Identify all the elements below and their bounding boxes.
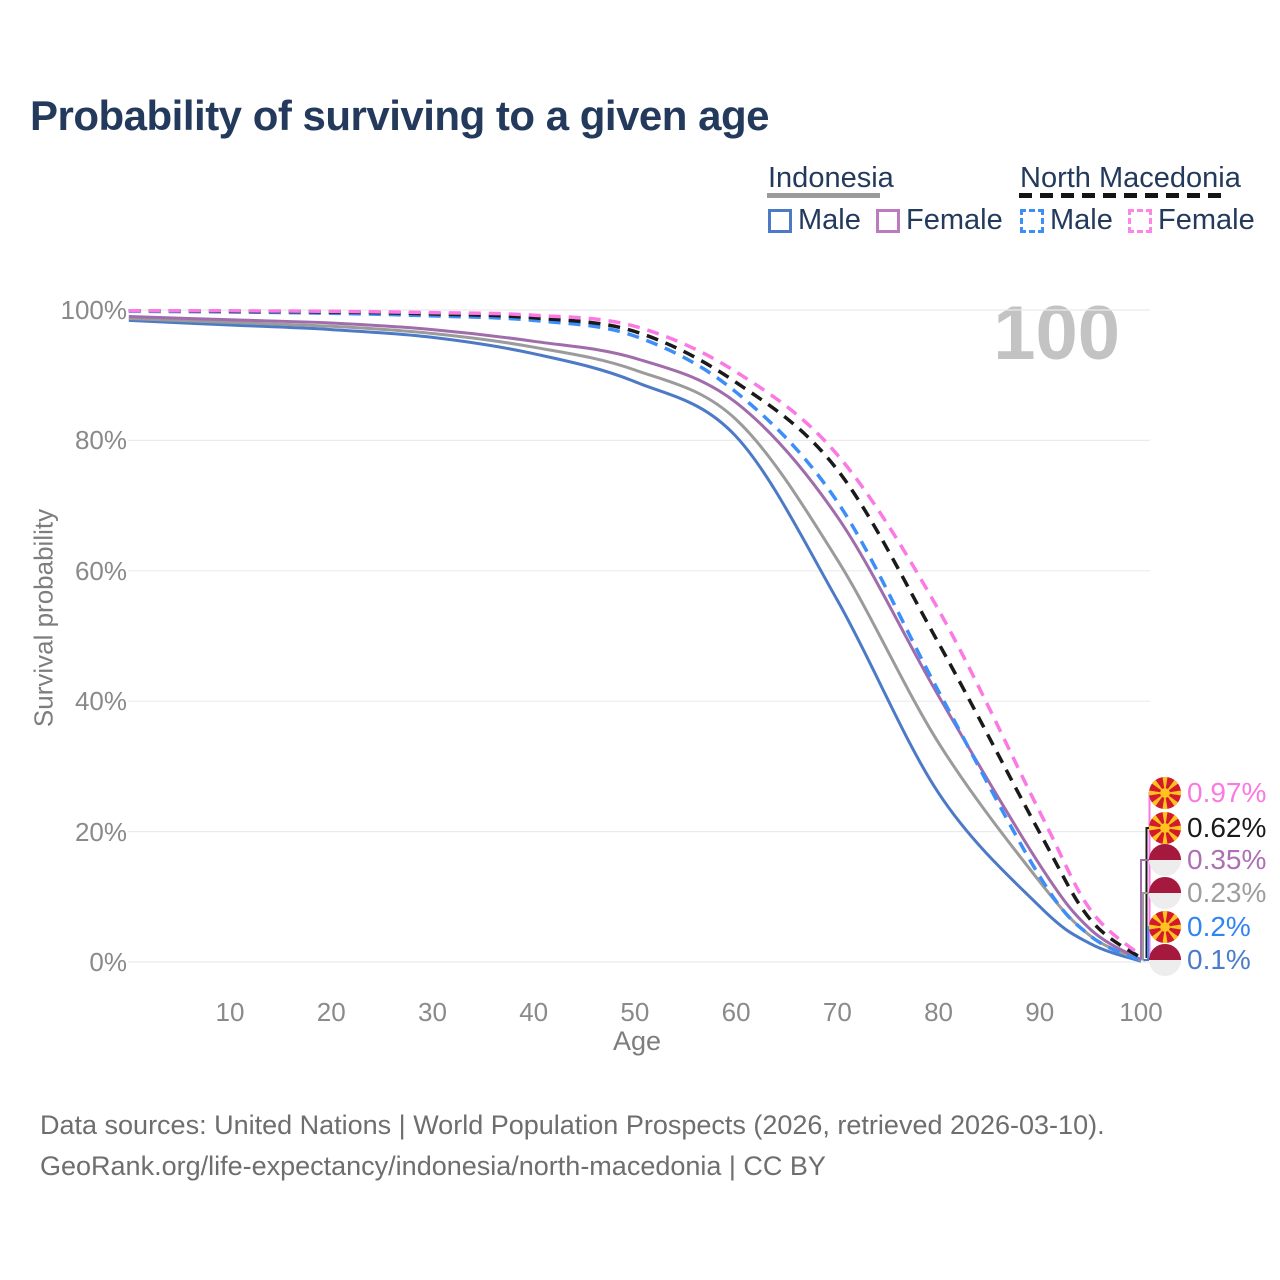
curve-north-macedonia-male (128, 309, 1142, 963)
end-label-indonesia-male: 0.1% (1148, 942, 1251, 978)
y-tick-100%: 100% (60, 295, 128, 325)
y-tick-60%: 60% (74, 555, 127, 586)
end-label-indonesia-female: 0.35% (1148, 842, 1266, 878)
country-flag-icon (1148, 843, 1182, 877)
country-flag-icon (1148, 811, 1182, 845)
leader-line-indonesia-both-sexes (1142, 892, 1151, 961)
x-tick-90: 90 (1025, 997, 1055, 1027)
curve-indonesia-male (128, 318, 1142, 963)
x-tick-50: 50 (620, 997, 650, 1027)
x-tick-20: 20 (316, 997, 346, 1027)
end-label-indonesia-both-sexes: 0.23% (1148, 875, 1266, 911)
end-value-label: 0.1% (1187, 944, 1251, 975)
end-label-north-macedonia-female: 0.97% (1148, 775, 1266, 811)
y-tick-40%: 40% (74, 686, 127, 717)
country-flag-icon (1148, 776, 1182, 810)
y-axis-title: Survival probability (28, 508, 59, 728)
x-tick-80: 80 (924, 997, 953, 1027)
legend-label: Male (1050, 204, 1113, 236)
legend-label: Male (798, 204, 861, 236)
x-tick-60: 60 (721, 997, 751, 1027)
country-flag-icon (1148, 876, 1182, 910)
end-value-label: 0.62% (1187, 812, 1267, 843)
x-tick-40: 40 (519, 997, 549, 1027)
country-flag-icon (1148, 943, 1182, 977)
end-value-label: 0.2% (1187, 911, 1251, 942)
leader-line-indonesia-female (1140, 859, 1151, 960)
page-title: Probability of surviving to a given age (30, 92, 769, 139)
checkbox-indonesia-male[interactable] (768, 208, 792, 233)
legend-item-indonesia-male[interactable]: Male (768, 204, 861, 237)
x-tick-10: 10 (215, 997, 245, 1027)
y-tick-80%: 80% (74, 425, 127, 456)
leader-line-indonesia-male (1143, 959, 1151, 962)
macedonia-line-sample (1019, 193, 1222, 198)
legend-group-indonesia-title: Indonesia (768, 162, 894, 194)
end-label-north-macedonia-both-sexes: 0.62% (1148, 810, 1266, 846)
curve-north-macedonia-both-sexes (128, 308, 1143, 960)
country-flag-icon (1148, 910, 1182, 944)
legend-group-macedonia-title: North Macedonia (1020, 162, 1241, 194)
curve-indonesia-both-sexes (128, 317, 1142, 962)
legend-item-macedonia-male[interactable]: Male (1020, 204, 1113, 237)
age-watermark: 100 (993, 291, 1120, 376)
x-tick-70: 70 (822, 997, 852, 1027)
legend-label: Female (1158, 204, 1255, 236)
attribution-text: GeoRank.org/life-expectancy/indonesia/no… (40, 1151, 826, 1181)
data-sources-text: Data sources: United Nations | World Pop… (40, 1110, 1105, 1140)
y-tick-0%: 0% (89, 947, 127, 977)
checkbox-indonesia-female[interactable] (876, 208, 900, 233)
checkbox-macedonia-female[interactable] (1128, 208, 1152, 233)
y-tick-20%: 20% (74, 816, 127, 847)
legend-item-macedonia-female[interactable]: Female (1128, 204, 1255, 237)
legend-item-indonesia-female[interactable]: Female (876, 204, 1003, 237)
x-axis-title: Age (612, 1026, 662, 1056)
end-value-label: 0.23% (1187, 877, 1267, 908)
checkbox-macedonia-male[interactable] (1020, 208, 1044, 233)
curve-indonesia-female (128, 315, 1142, 962)
end-value-label: 0.35% (1187, 844, 1267, 875)
end-value-label: 0.97% (1187, 777, 1267, 808)
curve-north-macedonia-female (128, 308, 1143, 958)
x-tick-30: 30 (417, 997, 447, 1027)
legend-label: Female (906, 204, 1003, 236)
end-label-north-macedonia-male: 0.2% (1148, 909, 1251, 945)
indonesia-line-sample (767, 193, 880, 198)
x-tick-100: 100 (1119, 997, 1163, 1027)
